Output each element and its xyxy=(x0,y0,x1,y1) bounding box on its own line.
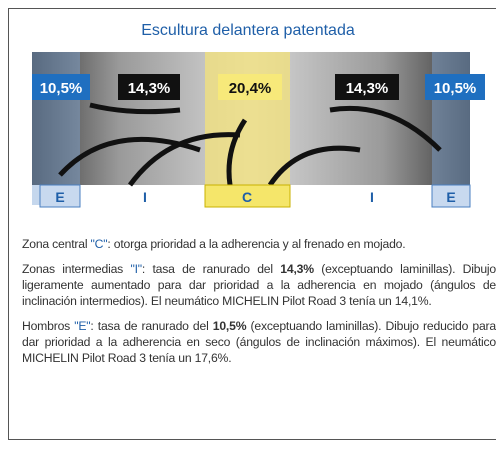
paragraph: Hombros "E": tasa de ranurado del 10,5% … xyxy=(22,318,496,366)
badge: 10,5% xyxy=(434,80,477,97)
text-run: 14,3% xyxy=(280,262,314,276)
badge: 14,3% xyxy=(128,80,171,97)
text-run: "C" xyxy=(91,237,108,251)
paragraph: Zonas intermedias "I": tasa de ranurado … xyxy=(22,261,496,309)
text-run: : tasa de ranurado del xyxy=(142,262,280,276)
text-run: Hombros xyxy=(22,319,74,333)
page: {"header": {"title": "Escultura delanter… xyxy=(0,0,496,450)
text-run: : tasa de ranurado del xyxy=(90,319,212,333)
text-run: : otorga prioridad a la adherencia y al … xyxy=(107,237,405,251)
badge: 20,4% xyxy=(229,80,272,97)
zone-row xyxy=(40,185,470,207)
badge: 14,3% xyxy=(346,80,389,97)
paragraphs: Zona central "C": otorga prioridad a la … xyxy=(22,236,496,375)
text-run: Zona central xyxy=(22,237,91,251)
badge: 10,5% xyxy=(40,80,83,97)
text-run: Zonas intermedias xyxy=(22,262,130,276)
zone-label: C xyxy=(242,189,252,205)
tread-diagram: 10,5% 14,3% 20,4% 14,3% 10,5% E I C I E xyxy=(0,0,496,215)
text-run: 10,5% xyxy=(213,319,247,333)
zone-label: E xyxy=(55,189,64,205)
zone-label: I xyxy=(370,189,374,205)
text-run: "E" xyxy=(74,319,90,333)
zone-label: I xyxy=(143,189,147,205)
paragraph: Zona central "C": otorga prioridad a la … xyxy=(22,236,496,252)
text-run: "I" xyxy=(130,262,141,276)
zone-label: E xyxy=(446,189,455,205)
